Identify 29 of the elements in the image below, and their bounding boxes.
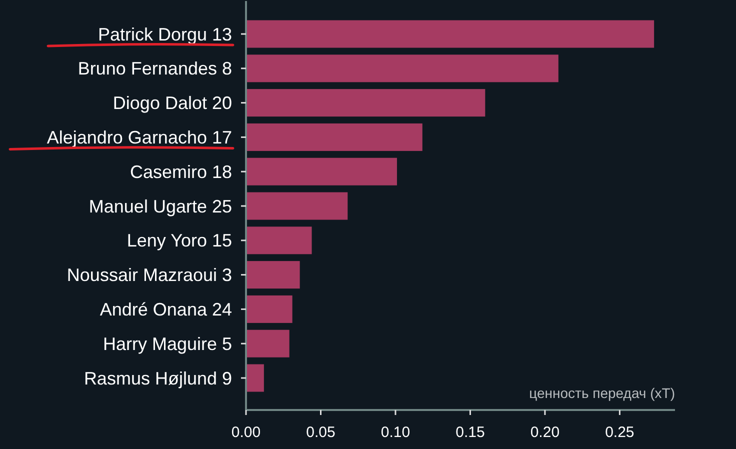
y-tick-label: Diogo Dalot 20 xyxy=(112,93,232,114)
bar xyxy=(246,364,264,392)
y-tick-label: Noussair Mazraoui 3 xyxy=(66,265,232,286)
bar xyxy=(246,123,422,151)
y-tick-label: Rasmus Højlund 9 xyxy=(84,368,232,388)
bar xyxy=(246,295,292,323)
bar xyxy=(246,20,654,48)
bar xyxy=(246,89,486,117)
y-tick-label: Patrick Dorgu 13 xyxy=(98,24,232,44)
x-axis-title: ценность передач (xT) xyxy=(529,385,675,401)
y-tick-label: Leny Yoro 15 xyxy=(126,230,232,251)
x-tick-label: 0.00 xyxy=(231,424,261,441)
x-tick-label: 0.05 xyxy=(306,424,336,441)
bar xyxy=(246,226,312,254)
x-tick-label: 0.10 xyxy=(380,424,410,441)
bar xyxy=(246,261,300,289)
x-tick-label: 0.25 xyxy=(605,424,634,441)
y-tick-label: Bruno Fernandes 8 xyxy=(78,58,232,79)
x-tick-label: 0.15 xyxy=(456,424,485,441)
y-tick-label: Harry Maguire 5 xyxy=(102,334,232,354)
y-tick-label: Casemiro 18 xyxy=(130,162,232,182)
bar xyxy=(246,158,397,186)
y-tick-label: Manuel Ugarte 25 xyxy=(88,196,232,216)
y-tick-label: Alejandro Garnacho 17 xyxy=(46,128,232,148)
y-tick-label: André Onana 24 xyxy=(100,300,232,320)
x-tick-label: 0.20 xyxy=(530,424,560,441)
bar xyxy=(246,330,290,358)
bar xyxy=(246,54,558,82)
bar xyxy=(246,192,348,220)
